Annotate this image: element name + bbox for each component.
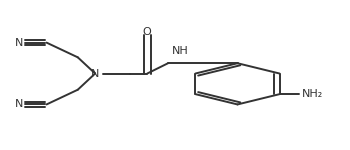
Text: NH₂: NH₂	[301, 89, 323, 99]
Text: O: O	[143, 27, 152, 37]
Text: N: N	[91, 69, 99, 79]
Text: NH: NH	[172, 46, 189, 56]
Text: N: N	[15, 38, 23, 48]
Text: N: N	[15, 99, 23, 110]
